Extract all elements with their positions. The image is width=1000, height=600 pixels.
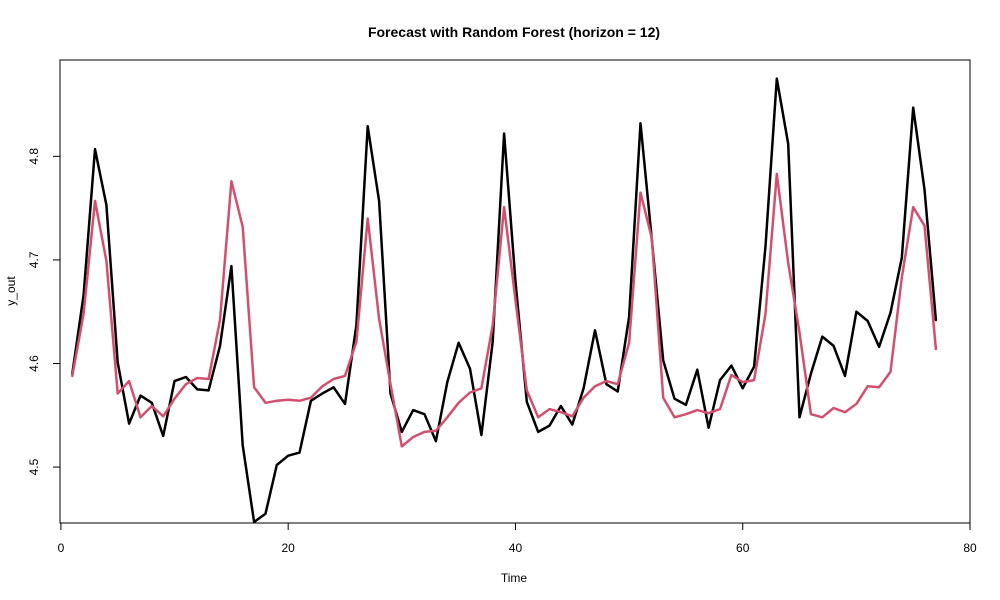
x-axis-label: Time [501,571,528,585]
chart-title: Forecast with Random Forest (horizon = 1… [368,24,660,40]
series-line-2 [71,172,938,448]
x-axis: 0 20 40 60 80 [58,522,977,555]
x-tick-label: 0 [58,541,65,555]
series-layer [71,77,938,524]
x-tick-label: 40 [509,541,523,555]
x-tick-label: 60 [736,541,750,555]
y-tick-label: 4.7 [27,251,41,268]
y-tick-label: 4.6 [27,355,41,372]
y-axis: 4.5 4.6 4.7 4.8 [27,148,61,475]
y-tick-label: 4.8 [27,148,41,165]
x-tick-label: 80 [963,541,977,555]
y-axis-label: y_out [4,276,18,306]
y-tick-label: 4.5 [27,458,41,475]
series-line-1 [71,77,938,524]
x-tick-label: 20 [282,541,296,555]
